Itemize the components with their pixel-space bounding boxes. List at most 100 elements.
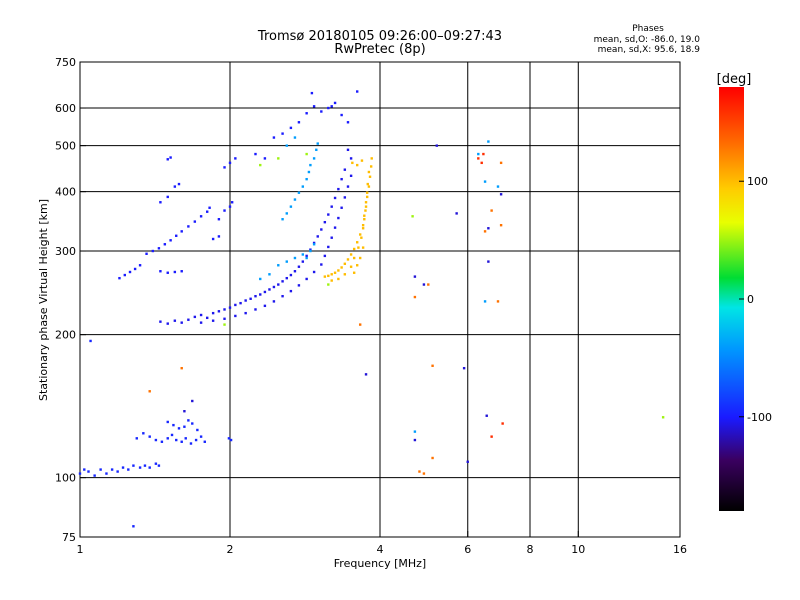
data-point	[455, 212, 458, 215]
data-point	[330, 105, 333, 108]
data-point	[184, 437, 187, 440]
data-point	[132, 464, 135, 467]
data-point	[217, 235, 221, 238]
data-point	[309, 249, 312, 253]
data-point	[301, 260, 305, 263]
data-point	[191, 399, 194, 403]
data-point	[211, 311, 215, 315]
data-point	[172, 423, 175, 427]
data-point	[277, 283, 280, 286]
colorbar-tick-label: 100	[747, 175, 768, 188]
data-point	[351, 161, 354, 165]
data-point	[477, 152, 480, 156]
data-point	[281, 132, 284, 135]
data-point	[116, 470, 119, 473]
x-axis-ticks: 1 2 4 6 8 10 16	[77, 531, 687, 556]
data-point	[166, 195, 169, 199]
y-tick-label: 400	[55, 186, 76, 199]
data-point	[366, 182, 369, 186]
data-point	[293, 136, 297, 139]
data-point	[365, 195, 369, 199]
data-point	[138, 466, 142, 469]
data-point	[346, 185, 350, 188]
data-point	[312, 157, 316, 160]
data-point	[142, 432, 145, 435]
data-point	[309, 248, 312, 251]
data-point	[105, 472, 108, 475]
data-point	[203, 440, 206, 443]
data-point	[272, 136, 276, 139]
data-point	[340, 177, 343, 181]
data-point	[316, 142, 319, 145]
data-point	[305, 177, 308, 181]
data-point	[217, 310, 221, 313]
data-point	[499, 224, 503, 227]
data-point	[330, 279, 333, 282]
chart-title: Tromsø 20180105 09:26:00–09:27:43	[257, 29, 502, 44]
data-point	[281, 280, 284, 283]
data-point	[157, 464, 161, 467]
chart-subtitle: RwPretec (8p)	[334, 42, 425, 57]
data-point	[337, 269, 340, 272]
data-point	[180, 270, 183, 273]
data-point	[180, 230, 183, 233]
y-axis-label: Stationary phase Virtual Height [km]	[37, 199, 50, 401]
phases-heading: Phases	[632, 24, 664, 34]
data-point	[208, 206, 211, 209]
data-point	[234, 157, 237, 160]
data-point	[183, 425, 186, 428]
data-point	[127, 468, 130, 471]
data-point	[159, 270, 162, 273]
data-point	[462, 366, 466, 370]
data-point	[490, 435, 493, 438]
data-point	[169, 239, 172, 242]
x-tick-label: 4	[377, 543, 384, 556]
data-point	[289, 273, 293, 277]
y-tick-label: 500	[55, 140, 76, 153]
data-point	[349, 265, 353, 268]
data-point	[364, 209, 367, 212]
data-point	[312, 241, 316, 245]
data-point	[352, 256, 356, 260]
data-point	[496, 185, 500, 188]
data-point	[289, 289, 293, 293]
data-point	[159, 201, 162, 204]
data-point	[223, 308, 226, 311]
data-point	[427, 283, 430, 286]
data-point	[121, 466, 125, 469]
data-point	[187, 318, 190, 321]
data-point	[281, 218, 284, 221]
data-point	[333, 196, 337, 200]
data-point	[173, 185, 177, 188]
data-point	[148, 466, 151, 469]
data-point	[496, 300, 500, 303]
data-point	[370, 157, 373, 160]
data-point	[413, 430, 417, 433]
data-point	[312, 270, 316, 274]
data-point	[169, 156, 172, 159]
data-point	[310, 91, 314, 95]
data-point	[431, 456, 434, 460]
data-point	[297, 121, 301, 124]
data-point	[330, 205, 333, 208]
data-point	[343, 262, 347, 265]
data-point	[367, 185, 371, 188]
data-point	[320, 263, 323, 266]
data-point	[358, 233, 362, 236]
colorbar-label: [deg]	[717, 72, 752, 87]
colorbar-ticks: 100 0 -100	[739, 175, 772, 424]
data-point	[293, 270, 297, 273]
data-point	[166, 437, 169, 440]
data-point	[369, 165, 373, 168]
data-point	[352, 271, 356, 274]
data-point	[180, 321, 183, 324]
y-tick-label: 200	[55, 329, 76, 342]
x-tick-label: 16	[673, 543, 687, 556]
data-point	[323, 220, 327, 224]
data-point	[173, 270, 177, 274]
data-point	[263, 157, 267, 160]
data-point	[361, 246, 365, 249]
data-point	[301, 253, 305, 256]
data-point	[228, 306, 232, 309]
data-point	[234, 314, 237, 318]
